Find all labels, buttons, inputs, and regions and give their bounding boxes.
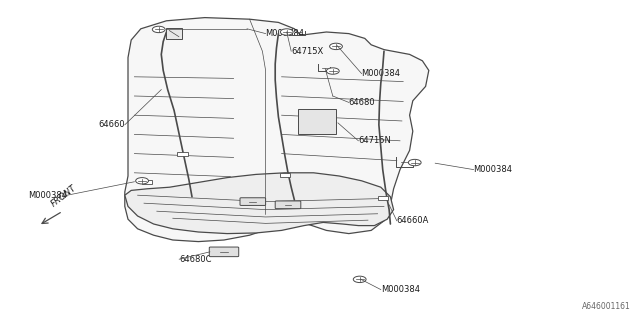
Circle shape (136, 178, 148, 184)
Text: M000384: M000384 (28, 191, 67, 200)
Bar (298, 109, 336, 134)
Circle shape (152, 26, 165, 33)
Polygon shape (125, 18, 429, 242)
Text: M000384: M000384 (266, 29, 305, 38)
Text: FRONT: FRONT (50, 183, 79, 209)
Bar (142, 180, 152, 184)
Text: M000384: M000384 (474, 165, 513, 174)
Bar (166, 28, 182, 39)
FancyBboxPatch shape (275, 201, 301, 209)
Bar (177, 152, 188, 156)
Circle shape (408, 159, 421, 166)
Polygon shape (125, 173, 394, 234)
Text: 64715X: 64715X (291, 47, 323, 56)
Text: 64715N: 64715N (358, 136, 391, 145)
Bar (280, 173, 290, 177)
Text: 64660: 64660 (98, 120, 125, 129)
Circle shape (280, 29, 293, 35)
Text: M000384: M000384 (362, 69, 401, 78)
Text: 64680: 64680 (349, 98, 376, 107)
Circle shape (353, 276, 366, 283)
Text: 64660A: 64660A (397, 216, 429, 225)
Text: M000384: M000384 (381, 285, 420, 294)
FancyBboxPatch shape (209, 247, 239, 257)
Text: A646001161: A646001161 (582, 302, 630, 311)
FancyBboxPatch shape (240, 198, 266, 205)
Bar (378, 196, 388, 200)
Circle shape (330, 43, 342, 50)
Text: 64680C: 64680C (179, 255, 212, 264)
Circle shape (326, 68, 339, 74)
